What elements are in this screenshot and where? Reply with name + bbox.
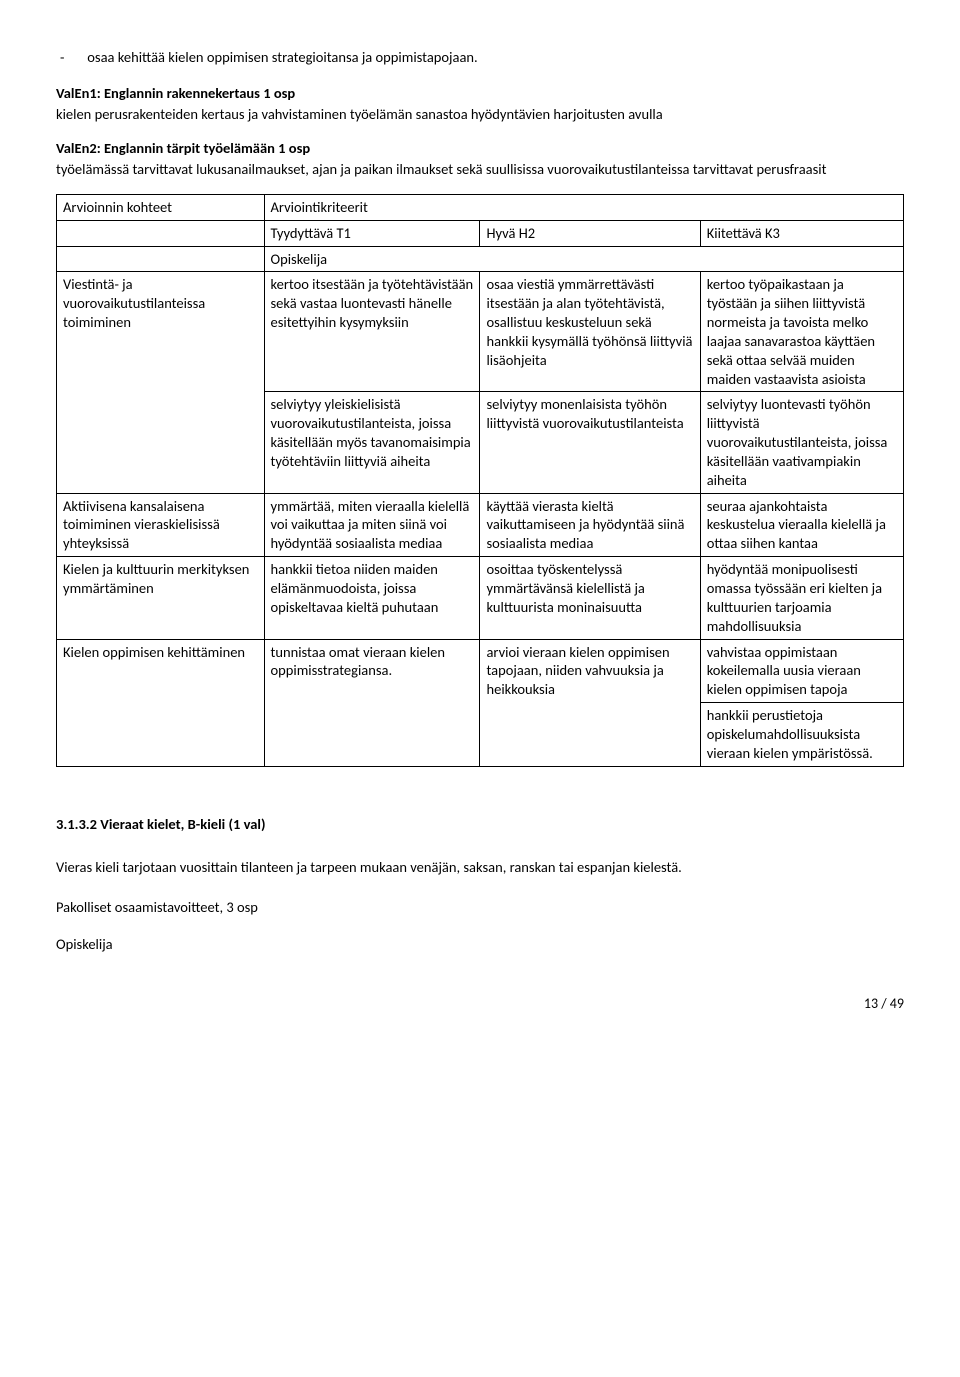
section1-title: ValEn1: Englannin rakennekertaus 1 osp	[56, 84, 904, 104]
cell-h2: osaa viestiä ymmärrettävästi itsestään j…	[480, 272, 700, 392]
cell-k3: kertoo työpaikastaan ja työstään ja siih…	[700, 272, 903, 392]
header-kriteerit: Arviointikriteerit	[264, 194, 904, 220]
header-h2: Hyvä H2	[480, 220, 700, 246]
cell-h2: selviytyy monenlaisista työhön liittyvis…	[480, 392, 700, 493]
subsection-heading: 3.1.3.2 Vieraat kielet, B-kieli (1 val)	[56, 815, 904, 835]
cell-t1: hankkii tietoa niiden maiden elämänmuodo…	[264, 557, 480, 639]
table-row: Opiskelija	[57, 246, 904, 272]
section1-desc: kielen perusrakenteiden kertaus ja vahvi…	[56, 105, 904, 125]
body-paragraph: Vieras kieli tarjotaan vuosittain tilant…	[56, 858, 904, 878]
cell-t1: ymmärtää, miten vieraalla kielellä voi v…	[264, 493, 480, 557]
cell-t1: tunnistaa omat vieraan kielen oppimisstr…	[264, 639, 480, 766]
header-blank	[57, 220, 265, 246]
table-row: Viestintä- ja vuorovaikutustilanteissa t…	[57, 272, 904, 392]
criteria-table: Arvioinnin kohteet Arviointikriteerit Ty…	[56, 194, 904, 767]
header-arvioinnin: Arvioinnin kohteet	[57, 194, 265, 220]
cell-h2: arvioi vieraan kielen oppimisen tapojaan…	[480, 639, 700, 766]
table-row: Arvioinnin kohteet Arviointikriteerit	[57, 194, 904, 220]
bullet-dash: -	[60, 48, 84, 68]
body-paragraph: Pakolliset osaamistavoitteet, 3 osp	[56, 898, 904, 918]
row-label: Kielen ja kulttuurin merkityksen ymmärtä…	[57, 557, 265, 639]
cell-h2: osoittaa työskentelyssä ymmärtävänsä kie…	[480, 557, 700, 639]
cell-h2: käyttää vierasta kieltä vaikuttamiseen j…	[480, 493, 700, 557]
cell-t1: kertoo itsestään ja työtehtävistään sekä…	[264, 272, 480, 392]
table-row: Aktiivisena kansalaisena toimiminen vier…	[57, 493, 904, 557]
header-k3: Kiitettävä K3	[700, 220, 903, 246]
cell-t1: selviytyy yleiskielisistä vuorovaikutust…	[264, 392, 480, 493]
table-row: Tyydyttävä T1 Hyvä H2 Kiitettävä K3	[57, 220, 904, 246]
cell-k3: selviytyy luontevasti työhön liittyvistä…	[700, 392, 903, 493]
row-label: Kielen oppimisen kehittäminen	[57, 639, 265, 766]
cell-k3: hankkii perustietoja opiskelumahdollisuu…	[700, 703, 903, 767]
row-label: Aktiivisena kansalaisena toimiminen vier…	[57, 493, 265, 557]
header-opiskelija: Opiskelija	[264, 246, 904, 272]
bullet-item: - osaa kehittää kielen oppimisen strateg…	[84, 48, 904, 68]
body-paragraph: Opiskelija	[56, 935, 904, 955]
cell-k3: vahvistaa oppimistaan kokeilemalla uusia…	[700, 639, 903, 703]
cell-k3: hyödyntää monipuolisesti omassa työssään…	[700, 557, 903, 639]
row-label: Viestintä- ja vuorovaikutustilanteissa t…	[57, 272, 265, 493]
bullet-text: osaa kehittää kielen oppimisen strategio…	[87, 48, 477, 66]
table-row: Kielen oppimisen kehittäminen tunnistaa …	[57, 639, 904, 703]
section2-desc: työelämässä tarvittavat lukusanailmaukse…	[56, 160, 904, 180]
header-t1: Tyydyttävä T1	[264, 220, 480, 246]
section2-title: ValEn2: Englannin tärpit työelämään 1 os…	[56, 139, 904, 159]
page-number: 13 / 49	[56, 995, 904, 1014]
table-row: Kielen ja kulttuurin merkityksen ymmärtä…	[57, 557, 904, 639]
cell-k3: seuraa ajankohtaista keskustelua vieraal…	[700, 493, 903, 557]
header-blank	[57, 246, 265, 272]
